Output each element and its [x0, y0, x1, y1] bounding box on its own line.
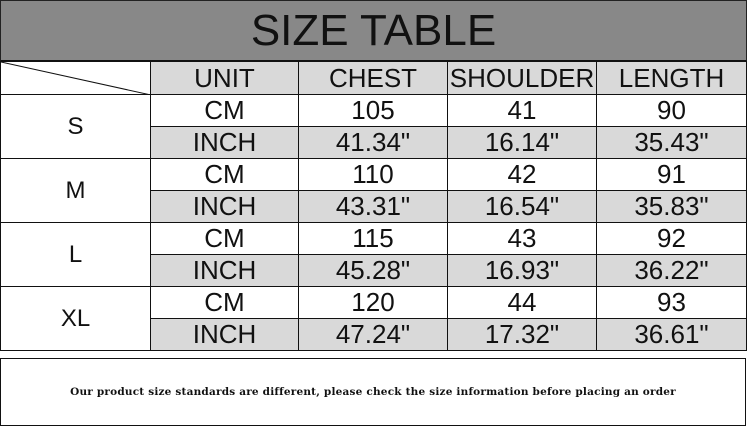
- cell-chest: 105: [298, 94, 448, 127]
- cell-length: 92: [596, 222, 747, 255]
- page-title: SIZE TABLE: [0, 0, 747, 62]
- cell-length: 35.43": [596, 126, 747, 159]
- cell-unit: INCH: [150, 190, 299, 223]
- cell-shoulder: 16.14": [447, 126, 597, 159]
- cell-length: 91: [596, 158, 747, 191]
- cell-shoulder: 17.32": [447, 318, 597, 351]
- table-row: L CM 115 43 92: [0, 222, 747, 287]
- header-length: LENGTH: [596, 61, 747, 95]
- header-shoulder: SHOULDER: [447, 61, 597, 95]
- size-note: Our product size standards are different…: [0, 358, 746, 426]
- cell-unit: INCH: [150, 318, 299, 351]
- table-row: XL CM 120 44 93: [0, 286, 747, 351]
- cell-length: 36.22": [596, 254, 747, 287]
- cell-shoulder: 16.54": [447, 190, 597, 223]
- size-label: XL: [0, 286, 151, 351]
- size-label: M: [0, 158, 151, 223]
- header-row: UNIT CHEST SHOULDER LENGTH: [0, 61, 747, 95]
- cell-unit: CM: [150, 286, 299, 319]
- table-row: INCH 41.34" 16.14" 35.43": [1, 126, 747, 159]
- cell-chest: 43.31": [298, 190, 448, 223]
- cell-length: 93: [596, 286, 747, 319]
- cell-shoulder: 16.93": [447, 254, 597, 287]
- size-table: UNIT CHEST SHOULDER LENGTH S CM 105 41 90 INC…: [0, 61, 747, 351]
- size-label: L: [0, 222, 151, 287]
- cell-length: 36.61": [596, 318, 747, 351]
- cell-chest: 120: [298, 286, 448, 319]
- cell-unit: CM: [150, 222, 299, 255]
- cell-unit: INCH: [150, 254, 299, 287]
- cell-chest: 47.24": [298, 318, 448, 351]
- cell-shoulder: 43: [447, 222, 597, 255]
- table-row: S CM 105 41 90: [0, 94, 747, 159]
- header-unit: UNIT: [150, 61, 299, 95]
- table-row: INCH 43.31" 16.54" 35.83": [1, 190, 747, 223]
- cell-chest: 45.28": [298, 254, 448, 287]
- cell-length: 35.83": [596, 190, 747, 223]
- cell-unit: CM: [150, 158, 299, 191]
- cell-chest: 110: [298, 158, 448, 191]
- cell-shoulder: 44: [447, 286, 597, 319]
- cell-unit: CM: [150, 94, 299, 127]
- table-row: INCH 45.28" 16.93" 36.22": [1, 254, 747, 287]
- cell-shoulder: 41: [447, 94, 597, 127]
- cell-shoulder: 42: [447, 158, 597, 191]
- cell-unit: INCH: [150, 126, 299, 159]
- diagonal-line: [1, 62, 151, 95]
- header-chest: CHEST: [298, 61, 448, 95]
- size-label: S: [0, 94, 151, 159]
- table-row: INCH 47.24" 17.32" 36.61": [1, 318, 747, 351]
- cell-length: 90: [596, 94, 747, 127]
- cell-chest: 115: [298, 222, 448, 255]
- cell-chest: 41.34": [298, 126, 448, 159]
- corner-cell: [0, 61, 151, 95]
- table-row: M CM 110 42 91: [0, 158, 747, 223]
